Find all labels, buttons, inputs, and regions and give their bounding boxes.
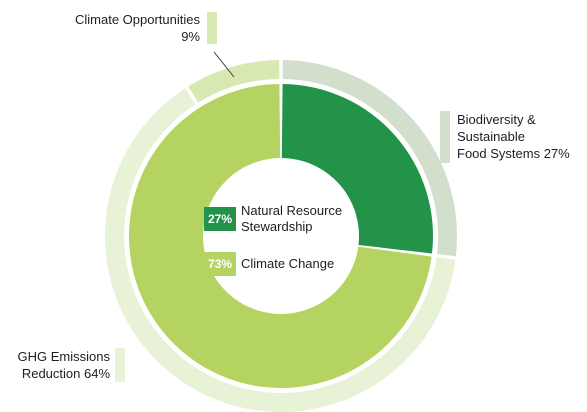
- legend-natural-text: Natural Resource Stewardship: [241, 203, 342, 235]
- ghg-emissions-line-1: GHG Emissions: [17, 349, 110, 364]
- legend-climate-swatch: 73%: [204, 252, 236, 276]
- climate-opportunities-label: Climate Opportunities 9%: [75, 11, 200, 45]
- biodiversity-line-3: Food Systems 27%: [457, 146, 570, 161]
- ghg-emissions-bar: [115, 348, 125, 382]
- biodiversity-label: Biodiversity & Sustainable Food Systems …: [457, 111, 570, 162]
- climate-opportunities-line-2: 9%: [181, 29, 200, 44]
- legend-climate-line-1: Climate Change: [241, 256, 335, 271]
- legend-climate-text: Climate Change: [241, 256, 334, 272]
- outer-slice-climate-opportunities: [188, 60, 280, 103]
- legend-natural-swatch: 27%: [204, 207, 236, 231]
- outer-slice-biodiversity-sustainable-food-systems: [282, 60, 457, 257]
- climate-opportunities-leader-line: [213, 51, 235, 78]
- ghg-emissions-label: GHG Emissions Reduction 64%: [18, 348, 110, 382]
- legend-climate-change: 73% Climate Change: [204, 252, 334, 276]
- biodiversity-line-1: Biodiversity &: [457, 112, 536, 127]
- biodiversity-line-2: Sustainable: [457, 129, 525, 144]
- ghg-emissions-line-2: Reduction 64%: [21, 366, 110, 381]
- legend-natural-line-1: Natural Resource: [241, 203, 343, 218]
- legend-natural-line-2: Stewardship: [241, 219, 313, 234]
- climate-opportunities-bar: [207, 12, 217, 44]
- climate-opportunities-line-1: Climate Opportunities: [75, 12, 200, 27]
- biodiversity-bar: [440, 111, 450, 163]
- inner-slice-natural-resource-stewardship: [281, 84, 433, 254]
- inner-slice-climate-change: [129, 84, 432, 388]
- legend-natural-resource: 27% Natural Resource Stewardship: [204, 203, 342, 235]
